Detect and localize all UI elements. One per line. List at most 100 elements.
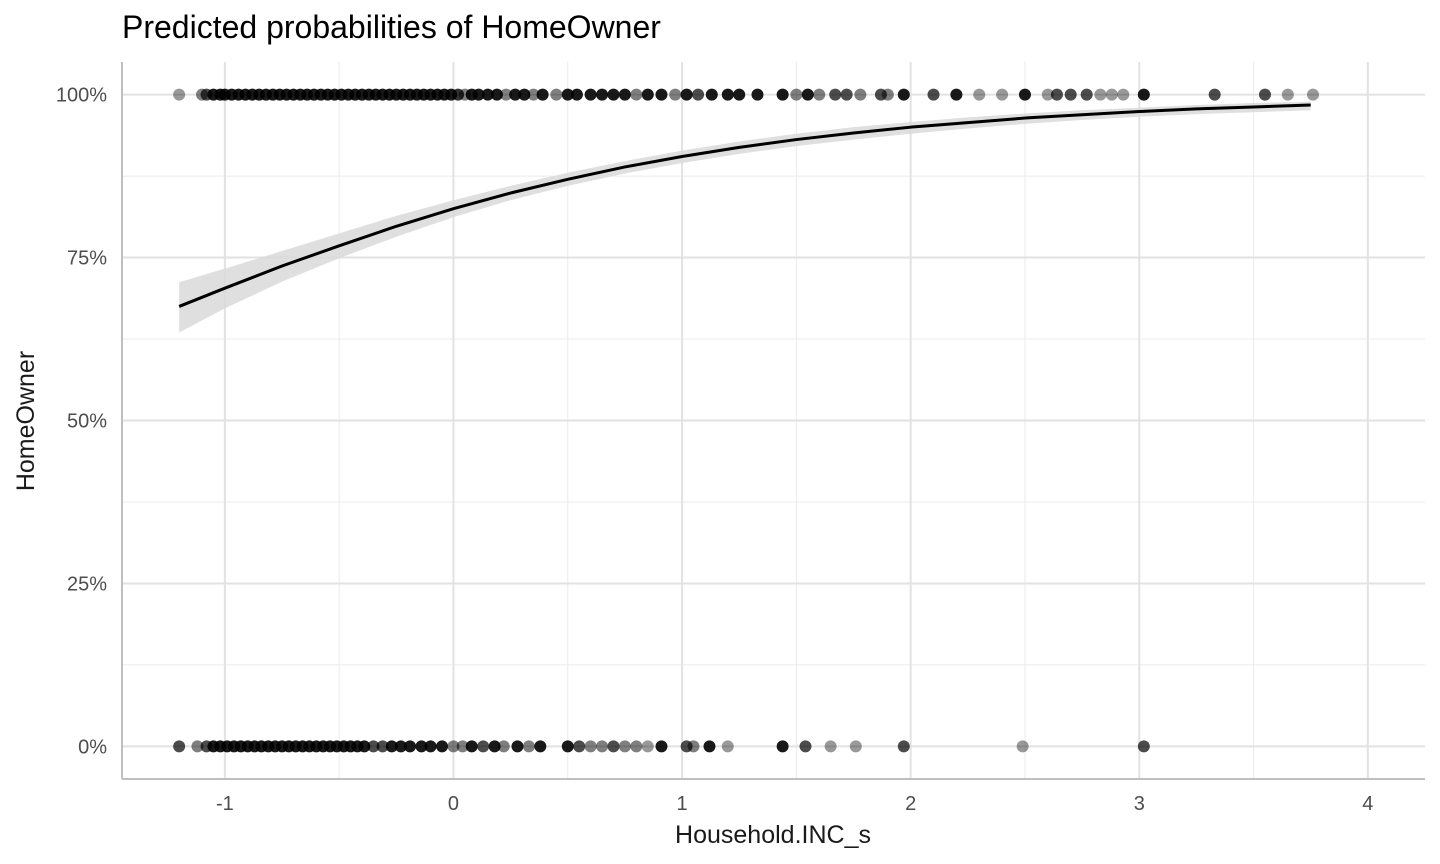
point-homeowner-no xyxy=(424,740,437,753)
point-homeowner-yes xyxy=(509,88,522,101)
point-homeowner-yes xyxy=(1050,88,1063,101)
point-homeowner-no xyxy=(596,740,609,753)
point-homeowner-yes xyxy=(776,88,789,101)
point-homeowner-no xyxy=(358,740,371,753)
x-tick-label: 1 xyxy=(676,793,687,815)
point-homeowner-yes xyxy=(669,88,682,101)
point-homeowner-no xyxy=(415,740,428,753)
chart-title: Predicted probabilities of HomeOwner xyxy=(122,9,661,45)
point-homeowner-no xyxy=(561,740,574,753)
y-tick-label: 25% xyxy=(67,573,107,595)
point-homeowner-no xyxy=(367,740,380,753)
y-tick-label: 0% xyxy=(78,736,107,758)
point-homeowner-yes xyxy=(655,88,668,101)
point-homeowner-no xyxy=(191,740,204,753)
point-homeowner-yes xyxy=(790,88,803,101)
y-tick-label: 100% xyxy=(56,85,107,107)
point-homeowner-no xyxy=(897,740,910,753)
point-homeowner-no xyxy=(849,740,862,753)
point-homeowner-no xyxy=(456,740,469,753)
point-homeowner-yes xyxy=(1041,88,1054,101)
point-homeowner-yes xyxy=(854,88,867,101)
point-homeowner-no xyxy=(522,740,535,753)
point-homeowner-yes xyxy=(840,88,853,101)
point-homeowner-no xyxy=(1137,740,1150,753)
point-homeowner-yes xyxy=(570,88,583,101)
point-homeowner-yes xyxy=(173,88,186,101)
y-tick-labels: 0% 25% 50% 75% 100% xyxy=(56,85,107,759)
point-homeowner-no xyxy=(404,740,417,753)
point-homeowner-yes xyxy=(1306,88,1319,101)
x-tick-labels: -1 0 1 2 3 4 xyxy=(216,793,1373,815)
point-homeowner-no xyxy=(641,740,654,753)
point-homeowner-no xyxy=(511,740,524,753)
point-homeowner-no xyxy=(488,740,501,753)
point-homeowner-no xyxy=(447,740,460,753)
fitted-curve xyxy=(178,103,1311,308)
point-homeowner-yes xyxy=(829,88,842,101)
point-homeowner-yes xyxy=(1208,88,1221,101)
point-homeowner-no xyxy=(394,740,407,753)
y-axis-title: HomeOwner xyxy=(12,351,40,491)
point-homeowner-yes xyxy=(630,88,643,101)
point-homeowner-no xyxy=(618,740,631,753)
point-homeowner-no xyxy=(655,740,668,753)
point-homeowner-no xyxy=(703,740,716,753)
point-homeowner-yes xyxy=(1094,88,1107,101)
point-homeowner-no xyxy=(584,740,597,753)
point-homeowner-no xyxy=(534,740,547,753)
point-homeowner-yes xyxy=(801,88,814,101)
point-homeowner-no xyxy=(824,740,837,753)
point-homeowner-yes xyxy=(536,88,549,101)
point-homeowner-no xyxy=(687,740,700,753)
point-homeowner-yes xyxy=(518,88,531,101)
point-homeowner-yes xyxy=(973,88,986,101)
point-homeowner-yes xyxy=(527,88,540,101)
point-homeowner-no xyxy=(630,740,643,753)
point-homeowner-yes xyxy=(1281,88,1294,101)
point-homeowner-yes xyxy=(490,88,503,101)
point-homeowner-no xyxy=(376,740,389,753)
point-homeowner-yes xyxy=(561,88,574,101)
point-homeowner-no xyxy=(436,740,449,753)
points-layer xyxy=(173,88,1319,753)
point-homeowner-yes xyxy=(584,88,597,101)
point-homeowner-yes xyxy=(481,88,494,101)
point-homeowner-yes xyxy=(1018,88,1031,101)
point-homeowner-no xyxy=(573,740,586,753)
point-homeowner-yes xyxy=(881,88,894,101)
point-homeowner-no xyxy=(607,740,620,753)
point-homeowner-yes xyxy=(618,88,631,101)
axes-layer xyxy=(121,62,1425,780)
point-homeowner-no xyxy=(173,740,186,753)
point-homeowner-no xyxy=(465,740,478,753)
point-homeowner-yes xyxy=(550,88,563,101)
point-homeowner-yes xyxy=(596,88,609,101)
point-homeowner-yes xyxy=(607,88,620,101)
point-homeowner-yes xyxy=(996,88,1009,101)
x-axis-title: Household.INC_s xyxy=(675,821,871,849)
point-homeowner-yes xyxy=(641,88,654,101)
x-tick-label: 0 xyxy=(448,793,459,815)
point-homeowner-yes xyxy=(705,88,718,101)
point-homeowner-yes xyxy=(680,88,693,101)
point-homeowner-yes xyxy=(692,88,705,101)
point-homeowner-yes xyxy=(1105,88,1118,101)
point-homeowner-yes xyxy=(1080,88,1093,101)
point-homeowner-yes xyxy=(721,88,734,101)
point-homeowner-no xyxy=(776,740,789,753)
x-tick-label: 2 xyxy=(905,793,916,815)
point-homeowner-yes xyxy=(1064,88,1077,101)
point-homeowner-yes xyxy=(897,88,910,101)
point-homeowner-yes xyxy=(1117,88,1130,101)
y-tick-label: 50% xyxy=(67,411,107,433)
point-homeowner-yes xyxy=(1258,88,1271,101)
point-homeowner-yes xyxy=(500,88,513,101)
point-homeowner-yes xyxy=(1137,88,1150,101)
fitted-curve-layer xyxy=(178,103,1311,308)
point-homeowner-no xyxy=(497,740,510,753)
x-tick-label: 4 xyxy=(1362,793,1373,815)
x-tick-label: -1 xyxy=(216,793,234,815)
